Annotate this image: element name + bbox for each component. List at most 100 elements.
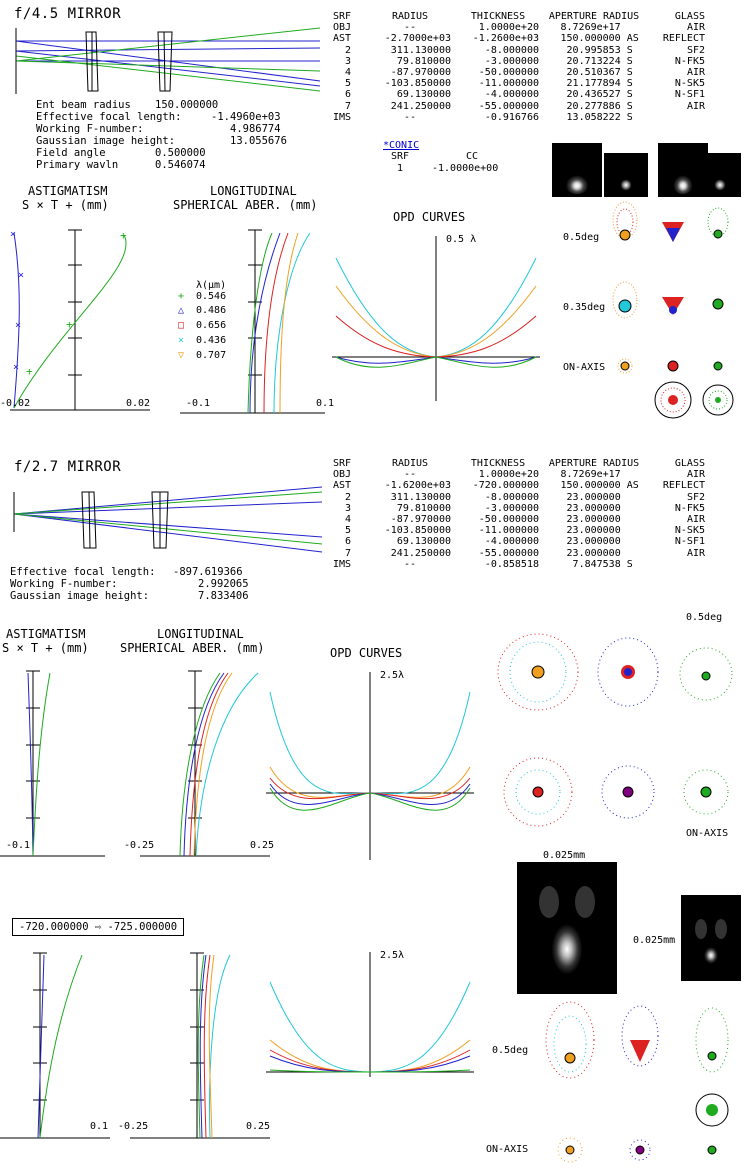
design2-opd-title: OPD CURVES (330, 646, 403, 660)
col-header: THICKNESS (470, 11, 526, 22)
design3-spot-diagrams (545, 1001, 729, 1163)
design3-spot-label: 0.5deg (492, 1045, 529, 1056)
design1-spot-label: 0.5deg (563, 232, 600, 243)
table-row: 6 69.130000 -4.000000 20.436527 S N-SF1 (344, 89, 705, 101)
table-row: 5 -103.850000 -11.000000 21.177894 S N-SK5 (344, 78, 705, 90)
param-value: -1.4960e+03 (211, 111, 281, 123)
param-label: Effective focal length: (10, 566, 156, 578)
table-header-row: SRF RADIUS THICKNESS APERTURE RADIUS GLA… (330, 458, 708, 469)
psf-scale-label-2: 0.025mm (633, 935, 676, 946)
wavelength-header: λ(µm) (196, 280, 227, 291)
param-value: 4.986774 (230, 123, 281, 135)
design1-spot-label: ON-AXIS (563, 362, 606, 373)
conic-srf-header: SRF (391, 151, 410, 162)
wavelength-value: 0.486 (196, 305, 227, 316)
wavelength-marker-tri-down: ▽ (178, 350, 185, 361)
thickness-change-to: -725.000000 (107, 921, 178, 933)
col-header: APERTURE RADIUS (548, 11, 640, 22)
svg-text:×: × (13, 362, 19, 373)
svg-text:×: × (18, 270, 24, 281)
conic-link[interactable]: *CONIC (383, 140, 420, 151)
design1-spot-diagrams (612, 201, 734, 419)
design1-psf-thumbnails (552, 143, 741, 197)
design2-spot-label: 0.5deg (686, 612, 723, 623)
design2-spher-title1: LONGITUDINAL (157, 627, 244, 641)
param-label: Primary wavln (36, 159, 119, 171)
design3-psf-small (681, 895, 741, 981)
svg-text:+: + (120, 229, 127, 242)
param-label: Gaussian image height: (36, 135, 176, 147)
design3-spher-xmax: 0.25 (246, 1121, 271, 1132)
table-row: 7 241.250000 -55.000000 23.000000 AIR (344, 547, 705, 559)
wavelength-value: 0.436 (196, 335, 227, 346)
thickness-change-label: -720.000000 ⇨ -725.000000 (12, 918, 185, 936)
design1-spher-title1: LONGITUDINAL (210, 184, 297, 198)
col-header: RADIUS (391, 458, 429, 469)
design3-psf-large (517, 862, 617, 994)
col-header: SRF (333, 458, 352, 469)
design2-spher-xmax: 0.25 (250, 840, 275, 851)
param-value: 2.992065 (198, 578, 249, 590)
col-header: APERTURE RADIUS (548, 458, 640, 469)
table-row: 6 69.130000 -4.000000 23.000000 N-SF1 (344, 536, 705, 548)
design3-spher-xmin: -0.25 (118, 1121, 149, 1132)
design1-spot-label: 0.35deg (563, 302, 606, 313)
design1-astig-xmax: 0.02 (126, 398, 151, 409)
design3-astigmatism-plot (0, 952, 110, 1139)
conic-cc-header: CC (466, 151, 479, 162)
design1-spherical-plot (180, 229, 325, 414)
design1-opd-scale: 0.5 λ (446, 234, 477, 245)
table-row: 2 311.130000 -8.000000 23.000000 SF2 (344, 491, 705, 503)
table-row: 3 79.810000 -3.000000 20.713224 S N-FK5 (344, 55, 705, 67)
wavelength-value: 0.656 (196, 320, 227, 331)
design3-spot-label: ON-AXIS (486, 1144, 529, 1155)
table-header-row: SRF RADIUS THICKNESS APERTURE RADIUS GLA… (330, 11, 708, 22)
design3-spherical-plot (130, 952, 270, 1139)
table-row: AST -1.6200e+03 -720.000000 150.000000 AS REF… (333, 480, 705, 492)
design1-opd-title: OPD CURVES (393, 210, 466, 224)
svg-text:+: + (26, 365, 33, 378)
design2-spher-xmin: -0.25 (124, 840, 155, 851)
design3-opd-scale: 2.5λ (380, 950, 405, 961)
param-label: Field angle (36, 147, 106, 159)
design2-opd-scale: 2.5λ (380, 670, 405, 681)
param-label: Gaussian image height: (10, 590, 150, 602)
col-header: RADIUS (391, 11, 429, 22)
design2-prescription-table: SRF RADIUS THICKNESS APERTURE RADIUS GLA… (330, 458, 708, 570)
design1-astigmatism-plot: × × × × + + + (10, 229, 150, 411)
design1-spher-title2: SPHERICAL ABER. (mm) (173, 198, 318, 212)
design3-opd-plot (266, 952, 474, 1077)
col-header: SRF (333, 11, 352, 22)
table-row: 4 -87.970000 -50.000000 20.510367 S AIR (344, 67, 705, 79)
design3-astig-xmax: 0.1 (90, 1121, 109, 1132)
param-label: Working F-number: (36, 123, 144, 135)
design1-layout-diagram (15, 27, 321, 94)
psf-scale-label: 0.025mm (543, 850, 586, 861)
param-value: 7.833406 (198, 590, 249, 602)
table-row: IMS -- -0.858518 7.847538 S (333, 558, 633, 570)
design2-astigmatism-plot (0, 670, 105, 857)
design1-spher-xmax: 0.1 (316, 398, 335, 409)
table-row: 2 311.130000 -8.000000 20.995853 S SF2 (344, 44, 705, 56)
design1-astig-legend: S × T + (mm) (22, 198, 109, 212)
design2-spot-diagrams (497, 633, 733, 827)
param-value: 13.055676 (230, 135, 287, 147)
design2-spot-label: ON-AXIS (686, 828, 729, 839)
design1-opd-plot (332, 236, 540, 401)
design2-spher-title2: SPHERICAL ABER. (mm) (120, 641, 265, 655)
param-value: -897.619366 (173, 566, 243, 578)
param-value: 0.546074 (155, 159, 206, 171)
design2-astig-title: ASTIGMATISM (6, 627, 86, 641)
design1-astig-xmin: -0.02 (0, 398, 31, 409)
table-row: 5 -103.850000 -11.000000 23.000000 N-SK5 (344, 525, 705, 537)
svg-text:+: + (66, 318, 73, 331)
table-row: OBJ -- 1.0000e+20 8.7269e+17 AIR (333, 22, 705, 34)
design1-spher-xmin: -0.1 (186, 398, 211, 409)
param-label: Ent beam radius (36, 99, 131, 111)
col-header: THICKNESS (470, 458, 526, 469)
svg-text:×: × (15, 320, 21, 331)
design1-astig-title: ASTIGMATISM (28, 184, 108, 198)
param-value: 150.000000 (155, 99, 219, 111)
table-row: IMS -- -0.916766 13.058222 S (333, 111, 633, 123)
table-row: 4 -87.970000 -50.000000 23.000000 AIR (344, 514, 705, 526)
